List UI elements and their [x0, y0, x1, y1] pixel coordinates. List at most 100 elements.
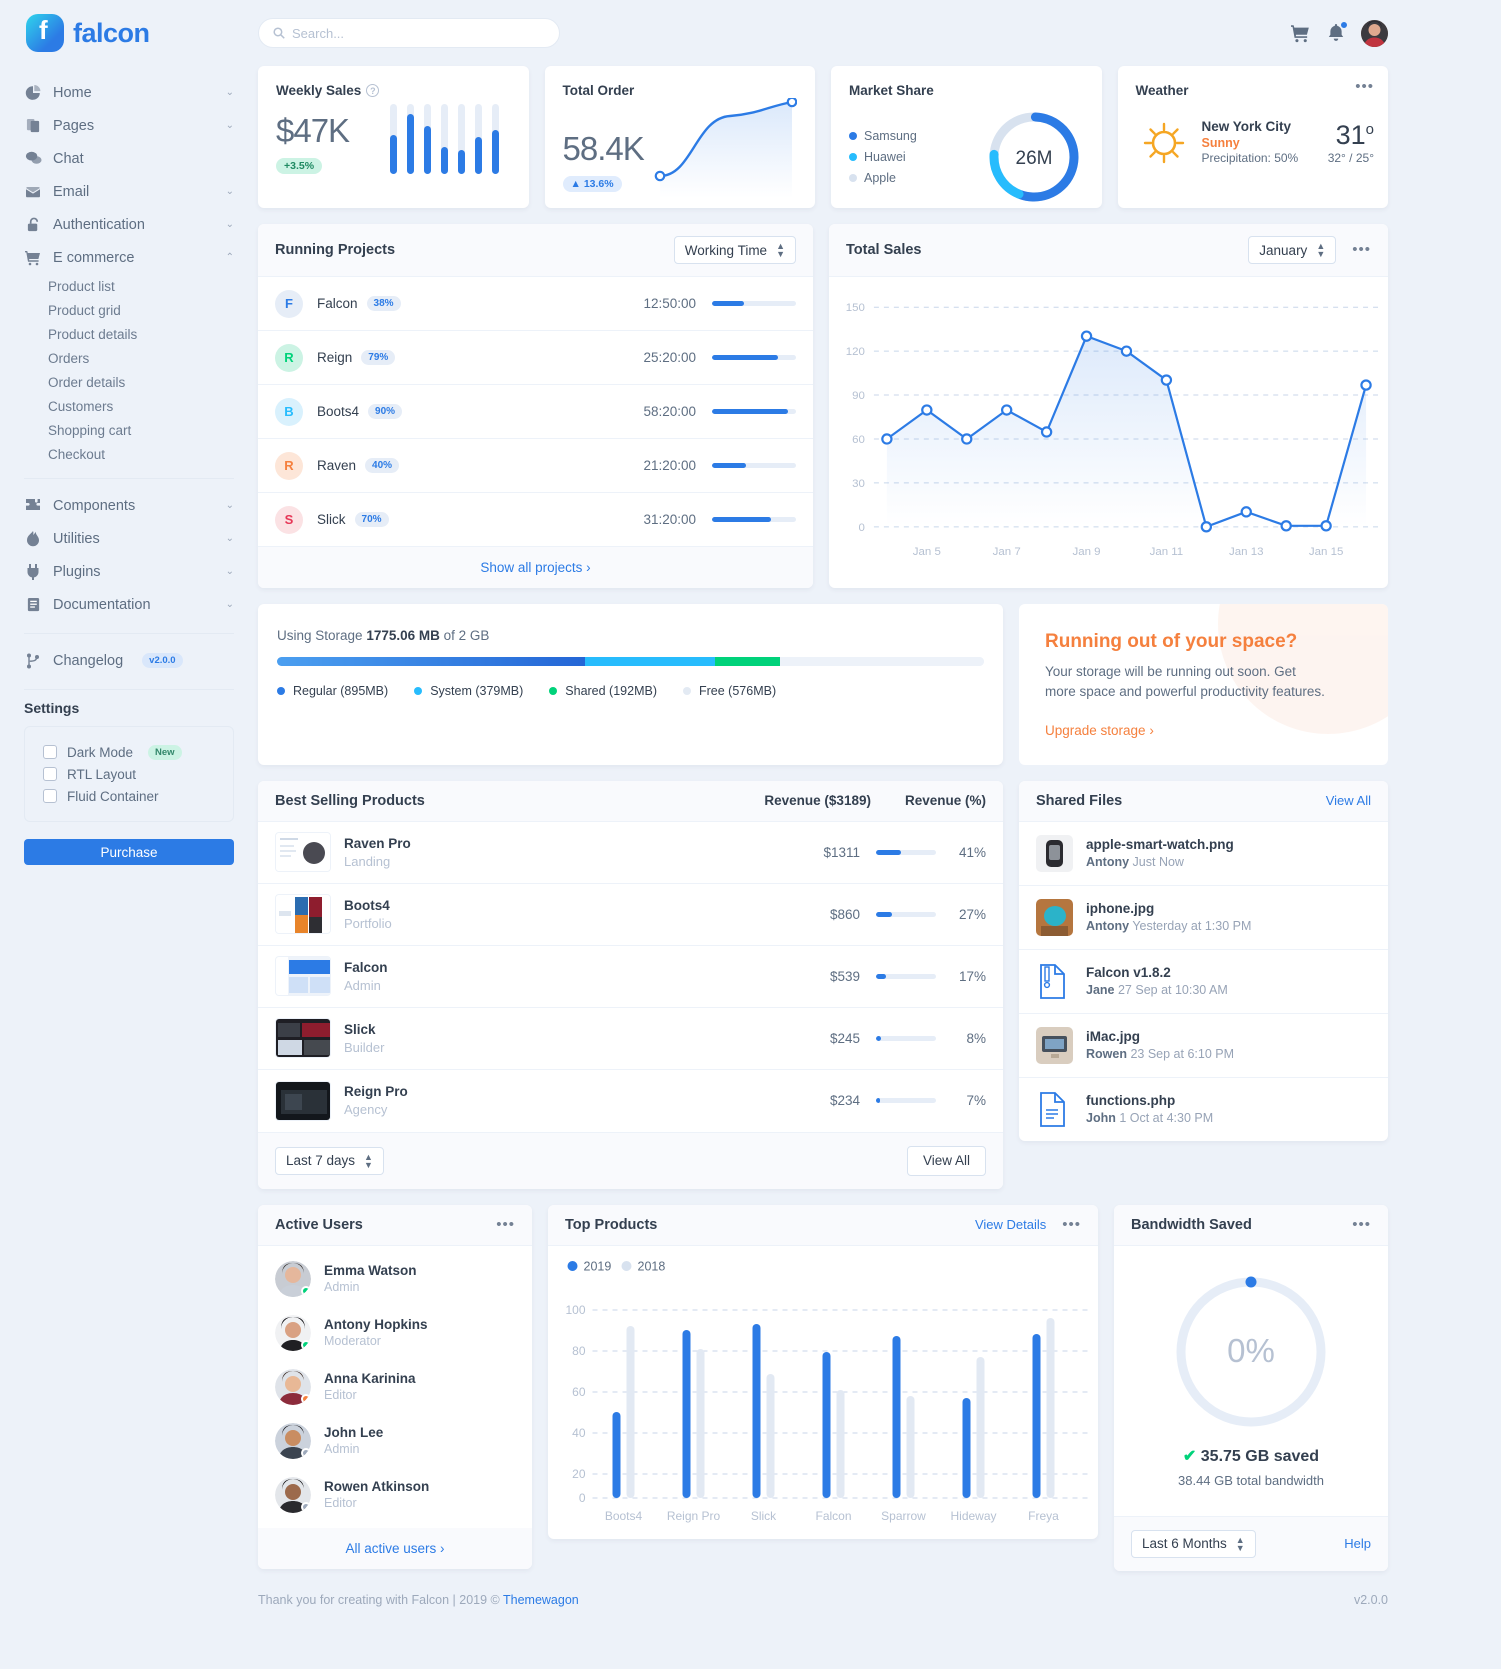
checkbox-icon[interactable]	[43, 745, 57, 759]
more-options-icon[interactable]: •••	[1352, 241, 1371, 258]
show-all-projects-link[interactable]: Show all projects ›	[258, 547, 813, 588]
user-row[interactable]: Emma Watson Admin	[258, 1252, 532, 1306]
product-row[interactable]: Reign Pro Agency $234 7%	[258, 1070, 1003, 1132]
chevron-down-icon[interactable]: ⌄	[225, 599, 234, 610]
sidebar-item-home[interactable]: Home ⌄	[24, 76, 234, 109]
user-row[interactable]: Rowen Atkinson Editor	[258, 1468, 532, 1522]
project-row[interactable]: S Slick 70% 31:20:00	[258, 493, 813, 547]
more-options-icon[interactable]: •••	[1355, 78, 1374, 95]
sidebar-item-documentation[interactable]: Documentation ⌄	[24, 588, 234, 621]
notifications-bell-icon[interactable]	[1325, 21, 1348, 44]
sidebar-subitem-product-details[interactable]: Product details	[48, 326, 138, 342]
themewagon-link[interactable]: Themewagon	[503, 1592, 579, 1607]
shared-file-row[interactable]: iphone.jpg Antony Yesterday at 1:30 PM	[1019, 886, 1388, 950]
setting-rtl-layout[interactable]: RTL Layout	[43, 763, 215, 785]
svg-text:Jan 13: Jan 13	[1229, 546, 1263, 558]
chevron-up-icon[interactable]: ⌃	[225, 252, 234, 263]
shared-files-title: Shared Files	[1036, 792, 1123, 809]
more-options-icon[interactable]: •••	[1062, 1215, 1081, 1233]
shared-file-row[interactable]: functions.php John 1 Oct at 4:30 PM	[1019, 1078, 1388, 1141]
chevron-down-icon[interactable]: ⌄	[225, 120, 234, 131]
view-all-button[interactable]: View All	[906, 1145, 986, 1176]
pie-chart-icon	[24, 84, 42, 102]
weather-condition: Sunny	[1201, 136, 1240, 150]
product-row[interactable]: Raven Pro Landing $1311 41%	[258, 822, 1003, 884]
weather-city: New York City	[1201, 119, 1292, 134]
help-link[interactable]: Help	[1344, 1536, 1371, 1551]
checkbox-icon[interactable]	[43, 789, 57, 803]
sidebar-subitem-shopping-cart[interactable]: Shopping cart	[48, 422, 132, 438]
arrow-up-icon: ▲	[570, 178, 581, 190]
sidebar-subitem-customers[interactable]: Customers	[48, 398, 114, 414]
setting-dark-mode[interactable]: Dark Mode New	[43, 741, 215, 763]
chevron-down-icon[interactable]: ⌄	[225, 186, 234, 197]
sidebar-subitem-product-grid[interactable]: Product grid	[48, 302, 121, 318]
sidebar-item-ecommerce[interactable]: E commerce ⌃	[24, 241, 234, 274]
sidebar-subitem-orders[interactable]: Orders	[48, 350, 90, 366]
help-icon[interactable]: ?	[366, 84, 380, 97]
project-row[interactable]: B Boots4 90% 58:20:00	[258, 385, 813, 439]
sidebar-subitem-order-details[interactable]: Order details	[48, 374, 126, 390]
shared-file-row[interactable]: iMac.jpg Rowen 23 Sep at 6:10 PM	[1019, 1014, 1388, 1078]
view-details-link[interactable]: View Details	[974, 1217, 1047, 1232]
sidebar-item-utilities[interactable]: Utilities ⌄	[24, 522, 234, 555]
more-options-icon[interactable]: •••	[496, 1215, 515, 1233]
chevron-down-icon[interactable]: ⌄	[225, 533, 234, 544]
brand-logo-link[interactable]: falcon	[24, 0, 234, 66]
chevron-updown-icon: ▲ ▼	[776, 241, 785, 259]
search-input[interactable]: Search...	[258, 18, 560, 48]
upgrade-storage-link[interactable]: Upgrade storage ›	[1045, 723, 1154, 738]
product-row[interactable]: Slick Builder $245 8%	[258, 1008, 1003, 1070]
main-content: Search... Weekly Sales ?	[258, 0, 1501, 1669]
last-6-months-select[interactable]: Last 6 Months ▲ ▼	[1131, 1529, 1256, 1558]
product-row[interactable]: Falcon Admin $539 17%	[258, 946, 1003, 1008]
sidebar-item-email[interactable]: Email ⌄	[24, 175, 234, 208]
chevron-down-icon[interactable]: ⌄	[225, 500, 234, 511]
sidebar-subitem-product-list[interactable]: Product list	[48, 278, 115, 294]
shared-file-row[interactable]: apple-smart-watch.png Antony Just Now	[1019, 822, 1388, 886]
purchase-button[interactable]: Purchase	[24, 839, 234, 865]
svg-text:0: 0	[859, 522, 865, 534]
user-row[interactable]: John Lee Admin	[258, 1414, 532, 1468]
sidebar-item-pages[interactable]: Pages ⌄	[24, 109, 234, 142]
project-row[interactable]: R Raven 40% 21:20:00	[258, 439, 813, 493]
git-branch-icon	[24, 652, 42, 670]
chevron-down-icon[interactable]: ⌄	[225, 566, 234, 577]
shared-file-row[interactable]: Falcon v1.8.2 Jane 27 Sep at 10:30 AM	[1019, 950, 1388, 1014]
sidebar-item-authentication[interactable]: Authentication ⌄	[24, 208, 234, 241]
product-category: Agency	[344, 1102, 388, 1117]
product-name: Falcon	[344, 959, 388, 975]
last-7-days-select[interactable]: Last 7 days ▲ ▼	[275, 1146, 384, 1175]
sidebar-item-components[interactable]: Components ⌄	[24, 489, 234, 522]
setting-label: RTL Layout	[67, 766, 137, 782]
user-row[interactable]: Anna Karinina Editor	[258, 1360, 532, 1414]
setting-fluid-container[interactable]: Fluid Container	[43, 785, 215, 807]
weather-range: 32° / 25°	[1327, 150, 1374, 165]
file-name: iMac.jpg	[1086, 1029, 1141, 1044]
project-name: Reign	[317, 350, 353, 365]
product-row[interactable]: Boots4 Portfolio $860 27%	[258, 884, 1003, 946]
sidebar-item-chat[interactable]: Chat	[24, 142, 234, 175]
chevron-down-icon[interactable]: ⌄	[225, 87, 234, 98]
chevron-down-icon[interactable]: ⌄	[225, 219, 234, 230]
storage-card: Using Storage 1775.06 MB of 2 GB Regular…	[258, 604, 1003, 765]
file-user: Antony	[1086, 855, 1130, 869]
user-row[interactable]: Antony Hopkins Moderator	[258, 1306, 532, 1360]
cart-icon[interactable]	[1289, 22, 1311, 44]
sidebar-item-plugins[interactable]: Plugins ⌄	[24, 555, 234, 588]
user-role: Admin	[324, 1442, 360, 1456]
product-revenue-bar	[876, 1035, 936, 1041]
month-select[interactable]: January ▲ ▼	[1248, 236, 1337, 264]
sidebar-item-changelog[interactable]: Changelog v2.0.0	[24, 644, 234, 677]
project-avatar: S	[275, 505, 303, 534]
total-order-change: ▲ 13.6%	[562, 176, 622, 192]
project-row[interactable]: F Falcon 38% 12:50:00	[258, 277, 813, 331]
more-options-icon[interactable]: •••	[1352, 1215, 1371, 1233]
avatar[interactable]	[1361, 19, 1388, 47]
project-row[interactable]: R Reign 79% 25:20:00	[258, 331, 813, 385]
view-all-link[interactable]: View All	[1325, 793, 1371, 808]
sidebar-subitem-checkout[interactable]: Checkout	[48, 446, 106, 462]
all-active-users-link[interactable]: All active users ›	[258, 1527, 532, 1569]
working-time-select[interactable]: Working Time ▲ ▼	[673, 236, 796, 264]
checkbox-icon[interactable]	[43, 767, 57, 781]
